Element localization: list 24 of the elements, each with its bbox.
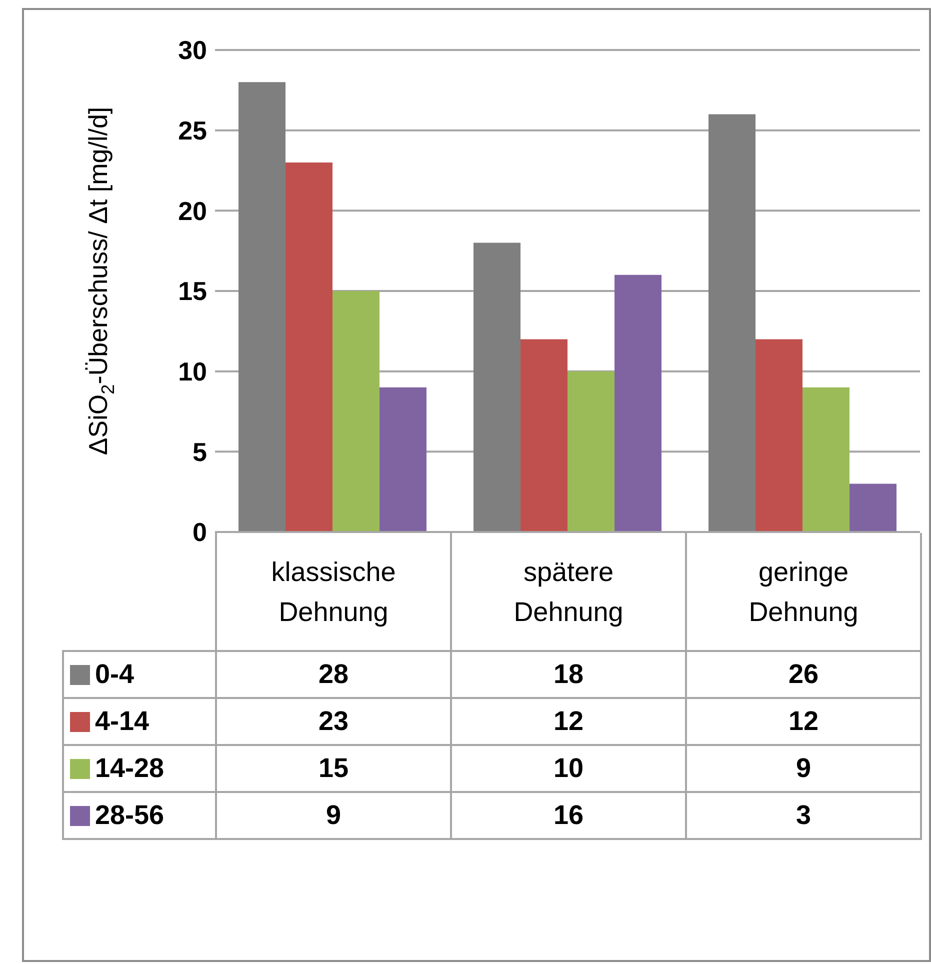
y-tick-label: 10 xyxy=(178,356,207,387)
legend-label: 14-28 xyxy=(63,745,216,792)
data-label: 23 xyxy=(216,698,451,745)
data-label: 18 xyxy=(451,651,686,698)
y-tick-label: 20 xyxy=(178,196,207,226)
data-label: 10 xyxy=(451,745,686,792)
data-label: 16 xyxy=(451,792,686,839)
data-label: 12 xyxy=(686,698,921,745)
legend-label: 0-4 xyxy=(63,651,216,698)
data-label: 9 xyxy=(216,792,451,839)
data-label: 9 xyxy=(686,745,921,792)
data-label: 26 xyxy=(686,651,921,698)
x-tick-label: spätere Dehnung xyxy=(451,533,686,651)
y-tick-label: 5 xyxy=(192,436,207,467)
data-label: 3 xyxy=(686,792,921,839)
x-tick-label: geringe Dehnung xyxy=(686,533,921,651)
data-label: 28 xyxy=(216,651,451,698)
y-tick-label: 30 xyxy=(178,35,207,66)
y-tick-label: 15 xyxy=(178,276,207,306)
legend-label: 28-56 xyxy=(63,792,216,839)
legend-label: 4-14 xyxy=(63,698,216,745)
data-label: 12 xyxy=(451,698,686,745)
y-tick-label: 25 xyxy=(178,116,207,146)
x-tick-label: klassische Dehnung xyxy=(216,533,451,651)
